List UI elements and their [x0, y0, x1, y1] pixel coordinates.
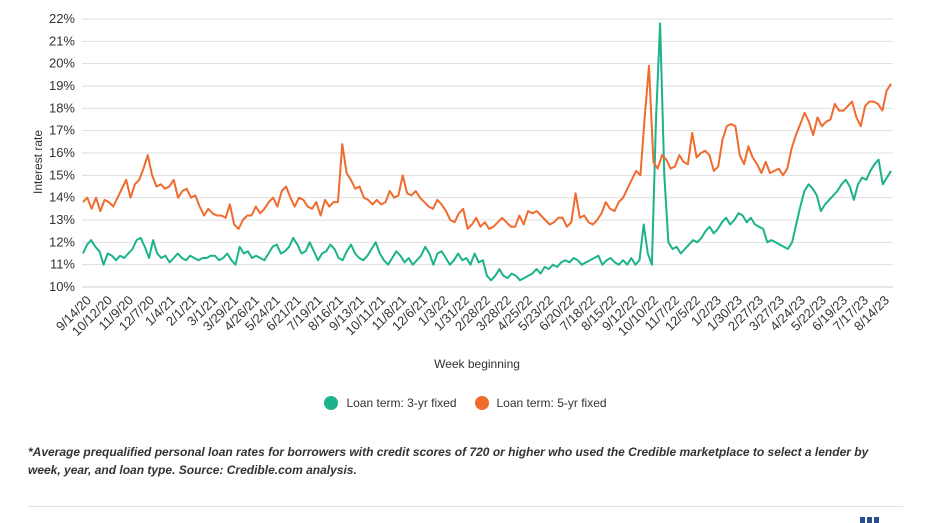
y-tick-label: 16%	[49, 145, 75, 160]
x-axis-ticks: 9/14/2010/12/2011/9/2012/7/201/4/212/1/2…	[53, 293, 892, 339]
series-line-3yr[interactable]	[82, 22, 892, 282]
y-tick-label: 22%	[49, 11, 75, 26]
y-tick-label: 14%	[49, 190, 75, 205]
y-tick-label: 18%	[49, 100, 75, 115]
y-tick-label: 20%	[49, 56, 75, 71]
y-tick-label: 11%	[50, 257, 75, 272]
y-tick-label: 10%	[49, 279, 75, 294]
line-chart: 10%11%12%13%14%15%16%17%18%19%20%21%22% …	[31, 11, 893, 371]
legend-swatch-5yr	[474, 396, 489, 410]
logo-bar-2	[867, 517, 872, 523]
legend-label-3yr: Loan term: 3-yr fixed	[346, 396, 457, 410]
divider	[28, 506, 903, 507]
y-tick-label: 15%	[49, 167, 75, 182]
y-axis-ticks: 10% 11% 12% 13% 14% 15% 16% 17% 18% 19% 20% 21% 22%	[49, 11, 75, 294]
series-line-5yr[interactable]	[82, 64, 892, 230]
gridlines	[82, 18, 893, 288]
legend-label-5yr: Loan term: 5-yr fixed	[496, 396, 607, 410]
credible-logo	[860, 517, 879, 523]
series-lines	[82, 22, 892, 282]
y-tick-label: 21%	[49, 33, 75, 48]
footnote: *Average prequalified personal loan rate…	[28, 445, 869, 477]
legend-swatch-3yr	[324, 396, 339, 410]
y-tick-label: 19%	[49, 78, 75, 93]
x-axis-label: Week beginning	[434, 357, 520, 371]
legend: Loan term: 3-yr fixed Loan term: 5-yr fi…	[0, 396, 931, 410]
y-tick-label: 12%	[49, 234, 75, 249]
logo-bar-3	[874, 517, 879, 523]
y-axis-label: Interest rate	[31, 130, 45, 194]
y-tick-label: 17%	[49, 123, 75, 138]
y-tick-label: 13%	[49, 212, 75, 227]
legend-item-5yr[interactable]: Loan term: 5-yr fixed	[474, 396, 607, 410]
legend-item-3yr[interactable]: Loan term: 3-yr fixed	[324, 396, 457, 410]
logo-bar-1	[860, 517, 865, 523]
